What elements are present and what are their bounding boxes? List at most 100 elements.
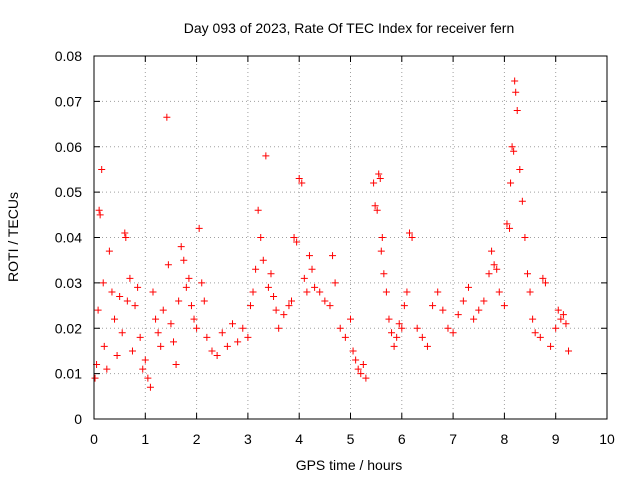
x-tick-label: 1: [141, 431, 149, 447]
data-point: [377, 247, 385, 255]
data-point: [390, 342, 398, 350]
x-tick-label: 9: [552, 431, 560, 447]
data-point: [511, 77, 519, 85]
data-point: [454, 311, 462, 319]
data-point: [521, 234, 529, 241]
data-point: [288, 297, 296, 305]
data-point: [380, 270, 388, 278]
data-point: [393, 333, 401, 341]
data-point: [347, 315, 354, 323]
chart-title: Day 093 of 2023, Rate Of TEC Index for r…: [184, 20, 514, 36]
data-point: [305, 252, 313, 260]
data-point: [423, 342, 431, 350]
data-point: [418, 333, 426, 341]
data-point: [267, 270, 275, 278]
x-tick-label: 3: [244, 431, 252, 447]
data-point: [234, 338, 242, 346]
data-point: [131, 302, 139, 310]
data-point: [262, 152, 270, 160]
data-point: [172, 361, 180, 369]
data-point: [405, 229, 413, 237]
data-point: [95, 206, 103, 214]
data-point: [554, 306, 562, 314]
data-point: [316, 288, 324, 296]
data-point: [400, 302, 408, 310]
data-point: [449, 329, 457, 337]
data-point: [128, 347, 136, 355]
data-point: [382, 288, 390, 296]
data-point: [264, 283, 272, 291]
data-point: [103, 365, 111, 373]
data-point: [408, 234, 416, 241]
data-point: [516, 165, 524, 173]
data-point: [526, 288, 534, 296]
data-point: [285, 302, 293, 310]
y-tick-label: 0.04: [55, 230, 82, 246]
data-point: [144, 374, 152, 382]
data-point: [300, 274, 308, 282]
data-point: [357, 370, 365, 378]
data-point: [403, 288, 411, 296]
data-point: [136, 333, 144, 341]
x-axis-label: GPS time / hours: [296, 457, 403, 473]
data-point: [373, 206, 381, 214]
data-point: [275, 324, 283, 332]
data-point: [559, 311, 567, 319]
data-point: [439, 306, 447, 314]
data-point: [208, 347, 216, 355]
data-point: [91, 374, 99, 382]
data-point: [562, 320, 570, 328]
data-point: [239, 324, 247, 332]
data-point: [541, 279, 549, 287]
data-point: [354, 365, 362, 373]
data-point: [349, 347, 357, 355]
data-point: [371, 202, 379, 210]
data-point: [254, 206, 262, 214]
data-point: [272, 306, 280, 314]
y-tick-label: 0.08: [55, 48, 82, 64]
data-point: [96, 211, 104, 219]
data-point: [485, 270, 493, 278]
data-point: [464, 283, 472, 291]
data-point: [303, 288, 311, 296]
y-tick-label: 0.02: [55, 320, 82, 336]
data-point: [459, 297, 467, 305]
y-tick-label: 0.05: [55, 184, 82, 200]
data-point: [141, 356, 149, 364]
data-point: [270, 292, 278, 300]
data-point: [413, 324, 421, 332]
x-tick-labels: 0 1 2 3 4 5 6 7 8 9 10: [90, 431, 615, 447]
x-tick-label: 4: [295, 431, 303, 447]
data-point: [280, 311, 288, 319]
data-point: [252, 265, 260, 273]
data-point: [370, 179, 378, 187]
data-point: [157, 342, 165, 350]
data-point: [259, 256, 267, 264]
data-point: [388, 329, 396, 337]
x-tick-label: 5: [347, 431, 355, 447]
data-point: [193, 324, 201, 332]
grid-layer: [94, 56, 607, 419]
data-point: [552, 324, 560, 332]
data-point: [329, 252, 337, 260]
data-point: [539, 274, 547, 282]
y-tick-label: 0: [74, 411, 82, 427]
data-point: [378, 234, 386, 241]
data-point: [139, 365, 147, 373]
y-tick-label: 0.07: [55, 93, 82, 109]
data-point: [187, 302, 195, 310]
data-point: [229, 320, 237, 328]
data-point: [164, 261, 172, 269]
data-point: [336, 324, 344, 332]
data-point: [565, 347, 573, 355]
data-point: [108, 288, 116, 296]
data-point: [98, 165, 106, 173]
data-point: [398, 324, 406, 332]
data-point: [434, 288, 442, 296]
data-point: [293, 238, 301, 246]
data-point: [341, 333, 349, 341]
data-point: [475, 306, 483, 314]
data-points: [91, 77, 573, 391]
data-point: [170, 338, 178, 346]
